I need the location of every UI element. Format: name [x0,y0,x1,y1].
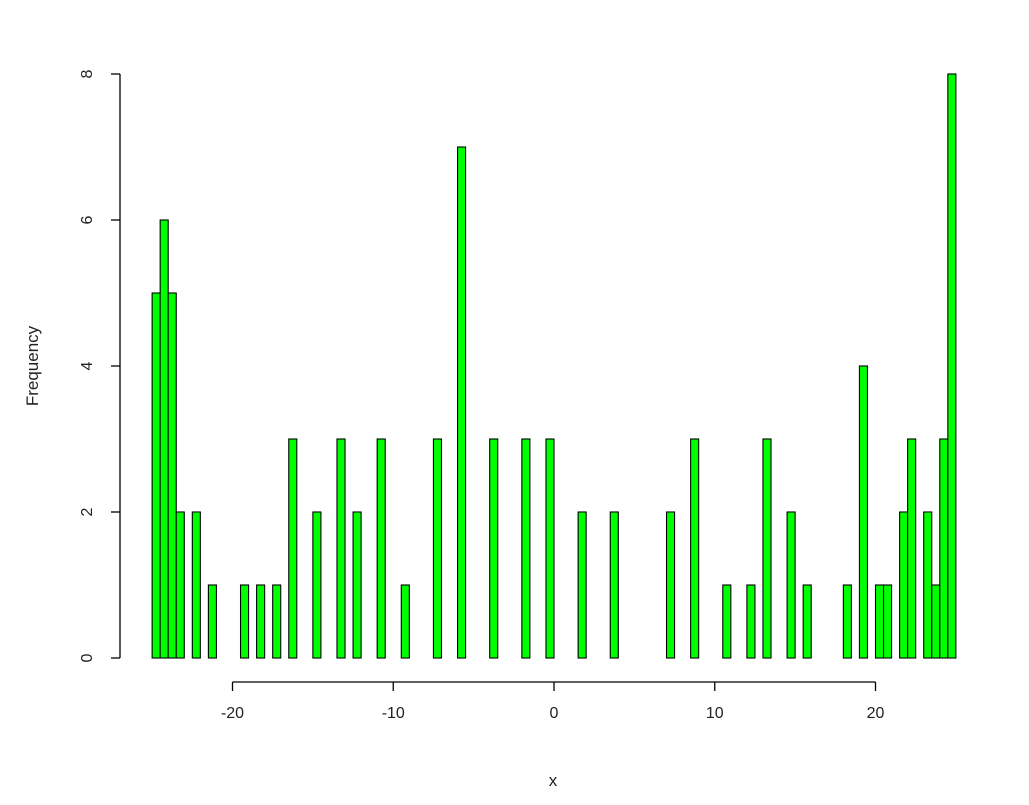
histogram-bar [521,438,531,659]
histogram-bar [489,438,499,659]
y-tick-label: 4 [79,361,96,370]
y-tick-label: 8 [79,69,96,78]
histogram-bar [882,584,893,659]
histogram-bar [874,584,885,659]
histogram-bar [665,511,676,659]
histogram-bar [336,438,346,659]
histogram-bar [456,146,467,659]
histogram-bar [907,438,917,659]
histogram-bar [167,292,177,659]
histogram-bar [175,511,185,659]
histogram-bar [842,584,852,659]
histogram-bar [923,511,933,659]
histogram-bar [947,73,957,659]
histogram-bar [191,511,201,659]
histogram-bar [400,584,410,659]
y-tick-label: 0 [79,653,96,662]
histogram-bar [207,584,217,659]
histogram-bar [746,584,756,659]
x-axis-label: x [549,771,558,790]
y-tick-label: 6 [79,215,96,224]
histogram-bar [690,438,700,659]
x-tick-label: -10 [382,705,405,722]
histogram-bar [288,438,298,659]
histogram-bar [577,511,587,659]
histogram-bar [762,438,772,659]
histogram-bar [159,219,169,659]
histogram-bar [545,438,555,659]
x-tick-label: -20 [221,705,244,722]
histogram-bar [609,511,619,659]
histogram-bar [272,584,282,659]
histogram-bar [352,511,362,659]
histogram-bar [239,584,250,659]
histogram-bar [786,511,796,659]
histogram-bar [376,438,386,659]
histogram-bar [931,584,941,659]
histogram-bar [432,438,443,659]
histogram-bar [858,365,869,659]
histogram-bar [939,438,949,659]
histogram-bar [722,584,732,659]
histogram-bars [151,73,957,659]
histogram-bar [256,584,266,659]
y-axis-label: Frequency [23,325,42,406]
y-axis: 0 2 4 6 8 [79,69,121,662]
histogram-bar [151,292,161,659]
x-tick-label: 20 [867,705,885,722]
histogram-bar [899,511,909,659]
y-tick-label: 2 [79,507,96,516]
histogram-bar [312,511,322,659]
x-axis: -20 -10 0 10 20 [221,681,885,722]
x-tick-label: 10 [706,705,724,722]
x-tick-label: 0 [550,705,559,722]
histogram-bar [802,584,812,659]
